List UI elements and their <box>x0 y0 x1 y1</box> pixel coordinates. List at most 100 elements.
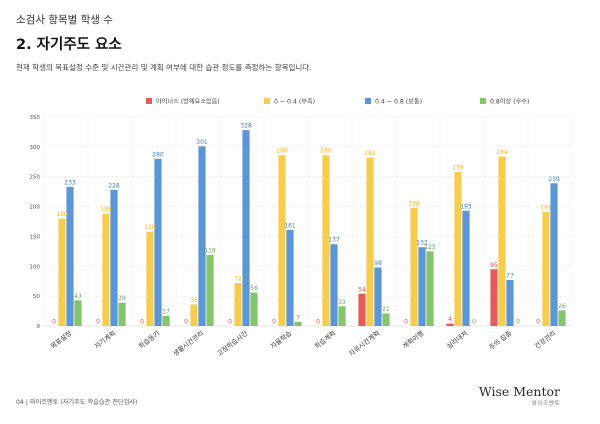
value-label: 282 <box>364 150 376 157</box>
value-label: 0 <box>228 319 232 326</box>
bar-3-8 <box>426 251 434 326</box>
page-description: 현재 학생의 목표설정 수준 및 시간관리 및 계획 여부에 대한 습관 정도를… <box>16 63 312 72</box>
x-tick-label: 심리대처 <box>445 328 470 350</box>
bar-1-6 <box>322 155 330 326</box>
value-label: 36 <box>190 297 198 304</box>
chart-value-labels: 0180233430188228390158280170363011190723… <box>52 123 566 326</box>
bar-2-11 <box>550 183 558 326</box>
bar-1-1 <box>102 213 110 326</box>
bar-2-4 <box>242 130 250 326</box>
bar-3-3 <box>206 254 214 326</box>
legend-label: 0.4 ~ 0.8 (보통) <box>375 99 422 106</box>
legend-swatch <box>264 98 270 104</box>
bar-2-9 <box>462 210 470 326</box>
y-tick-label: 250 <box>29 175 40 181</box>
y-tick-label: 300 <box>29 145 40 151</box>
y-tick-label: 100 <box>29 264 40 270</box>
x-tick-label: 자율학습 <box>269 328 294 350</box>
value-label: 0 <box>96 319 100 326</box>
value-label: 77 <box>506 273 514 280</box>
page-title: 2. 자기주도 요소 <box>16 37 122 53</box>
value-label: 26 <box>558 303 566 310</box>
bar-0-10 <box>490 269 498 326</box>
legend-swatch <box>480 98 486 104</box>
bar-2-0 <box>66 186 74 326</box>
x-axis-categories: 목표설정 자기계획 학습동기 생활시간관리 고정학습시간 자율학습 학습계획 자유시간계획 계획… <box>49 328 558 358</box>
value-label: 0 <box>516 319 520 326</box>
value-label: 191 <box>540 204 552 211</box>
bar-3-1 <box>118 302 126 326</box>
bar-1-10 <box>498 156 506 326</box>
brand-sub: 와이즈멘토 <box>531 401 560 407</box>
legend-swatch <box>146 98 152 104</box>
bar-3-7 <box>382 313 390 326</box>
chart-legend: 아이너스 (방해요소있음) 0 ~ 0.4 (부족) 0.4 ~ 0.8 (보통) 0… <box>146 98 529 106</box>
value-label: 158 <box>144 224 156 231</box>
bar-1-0 <box>58 218 66 326</box>
x-tick-label: 목표설정 <box>49 328 74 350</box>
y-tick-label: 0 <box>36 324 40 330</box>
bar-1-2 <box>146 231 154 326</box>
bar-1-11 <box>542 211 550 326</box>
value-label: 193 <box>460 203 472 210</box>
value-label: 4 <box>448 316 452 323</box>
value-label: 284 <box>496 149 508 156</box>
legend-swatch <box>365 98 371 104</box>
chart-grid <box>43 116 573 327</box>
y-tick-label: 350 <box>29 115 40 121</box>
y-axis-ticks: 0 50 100 150 200 250 300 350 <box>29 115 40 330</box>
value-label: 0 <box>272 319 276 326</box>
value-label: 286 <box>320 148 332 155</box>
x-tick-label: 건강관리 <box>533 328 558 350</box>
value-label: 119 <box>204 247 216 254</box>
y-tick-label: 150 <box>29 234 40 240</box>
bar-3-0 <box>74 300 82 326</box>
bar-0-7 <box>358 293 366 326</box>
value-label: 161 <box>284 222 296 229</box>
x-tick-label: 자유시간계획 <box>347 328 381 358</box>
value-label: 0 <box>184 319 188 326</box>
bar-3-6 <box>338 306 346 326</box>
value-label: 7 <box>296 314 300 321</box>
value-label: 228 <box>108 182 120 189</box>
brand-name: Wise Mentor <box>478 384 560 399</box>
chart-bars <box>58 130 566 326</box>
value-label: 239 <box>548 176 560 183</box>
value-label: 0 <box>52 319 56 326</box>
bar-2-6 <box>330 244 338 326</box>
bar-2-5 <box>286 229 294 326</box>
value-label: 0 <box>404 319 408 326</box>
legend-label: 아이너스 (방해요소있음) <box>156 98 220 106</box>
value-label: 132 <box>416 240 428 247</box>
bar-1-5 <box>278 155 286 326</box>
value-label: 280 <box>152 151 164 158</box>
brand-logo: Wise Mentor 와이즈멘토 <box>479 385 560 407</box>
legend-label: 0.8이상 (우수) <box>490 98 529 106</box>
bar-1-7 <box>366 157 374 326</box>
y-tick-label: 200 <box>29 205 40 211</box>
value-label: 328 <box>240 123 252 130</box>
x-tick-label: 생활시간관리 <box>171 328 205 358</box>
value-label: 17 <box>162 308 170 315</box>
footer-note: 04 | 와이즈멘토 (자기주도 학습습관 진단검사) <box>16 399 138 406</box>
bar-1-9 <box>454 171 462 326</box>
value-label: 0 <box>472 319 476 326</box>
value-label: 21 <box>382 306 390 313</box>
bar-3-2 <box>162 315 170 326</box>
bar-3-11 <box>558 310 566 326</box>
bar-3-4 <box>250 292 258 326</box>
bar-2-2 <box>154 158 162 326</box>
x-tick-label: 학습계획 <box>313 328 338 350</box>
value-label: 137 <box>328 237 340 244</box>
x-tick-label: 고정학습시간 <box>215 328 249 358</box>
value-label: 0 <box>316 319 320 326</box>
x-tick-label: 계획이행 <box>401 328 426 350</box>
legend-label: 0 ~ 0.4 (부족) <box>274 99 315 106</box>
bar-2-8 <box>418 247 426 326</box>
bar-2-10 <box>506 280 514 326</box>
value-label: 0 <box>536 319 540 326</box>
page-subtitle: 소검사 항목별 학생 수 <box>16 14 113 26</box>
value-label: 301 <box>196 139 208 146</box>
x-tick-label: 주의 집중 <box>487 328 513 351</box>
